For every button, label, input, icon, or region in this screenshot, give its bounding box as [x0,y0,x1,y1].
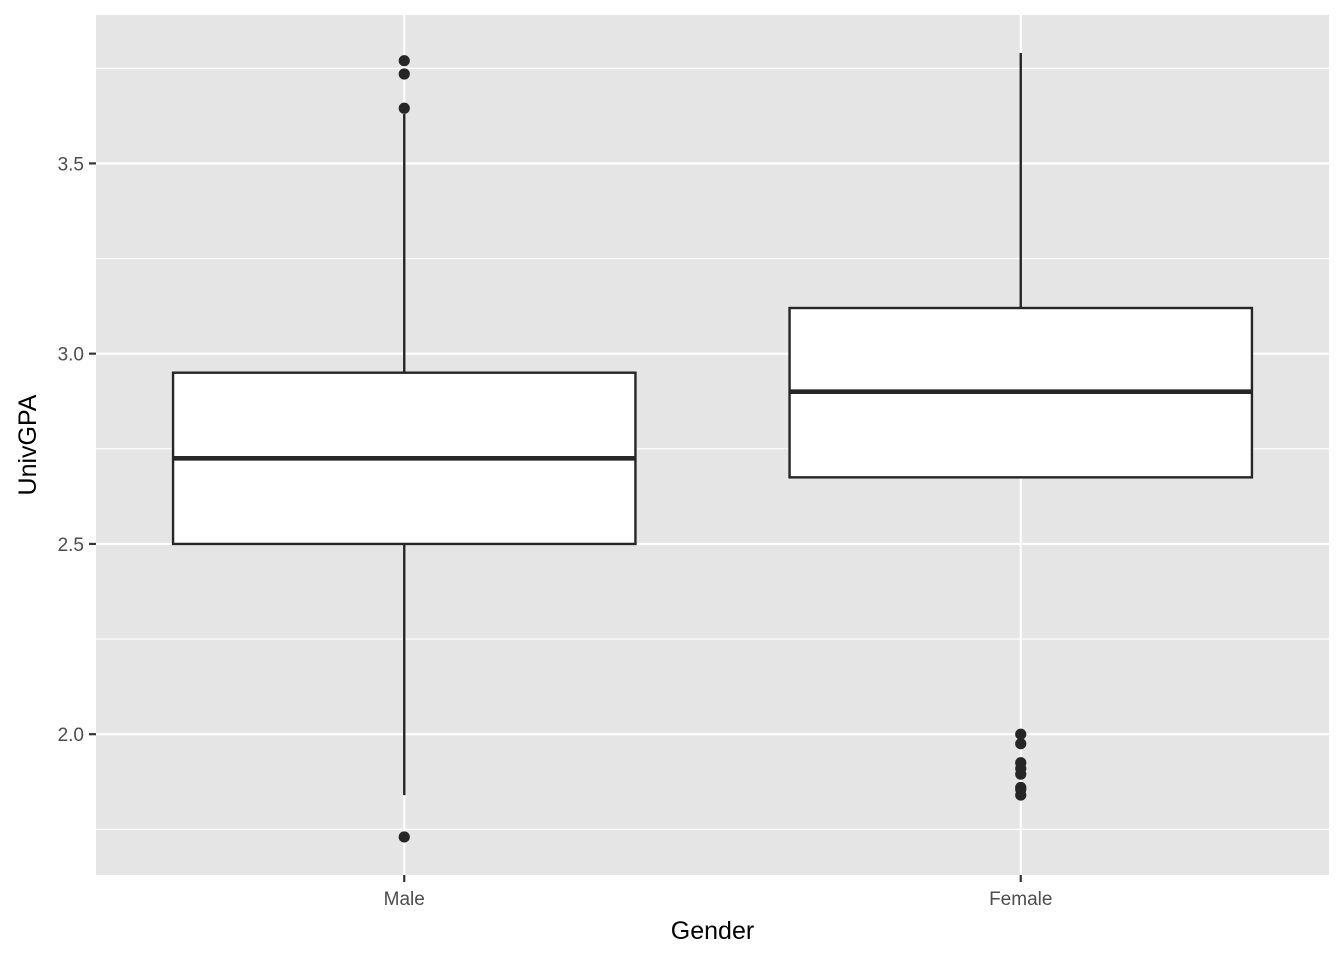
box-male [171,55,637,843]
outlier-point [398,55,410,67]
outlier-point [398,68,410,80]
x-axis-title: Gender [671,917,754,945]
outlier-point [1015,781,1027,794]
outlier-point [1015,757,1027,769]
y-tick-label: 3.5 [58,154,84,175]
y-axis: 2.0 2.5 3.0 3.5 [58,154,96,746]
y-tick-label: 2.5 [58,535,84,556]
outlier-point [1015,728,1027,740]
outlier-point [1015,738,1027,750]
boxes-layer [171,53,1254,843]
x-axis: Male Female [384,875,1052,910]
box-female [788,53,1254,801]
y-tick-label: 2.0 [58,725,84,746]
x-tick-label: Female [989,889,1052,910]
outlier-point [398,102,410,114]
x-tick-label: Male [384,889,425,910]
outlier-point [398,831,410,843]
y-axis-title: UnivGPA [14,394,42,495]
y-tick-label: 3.0 [58,345,84,366]
